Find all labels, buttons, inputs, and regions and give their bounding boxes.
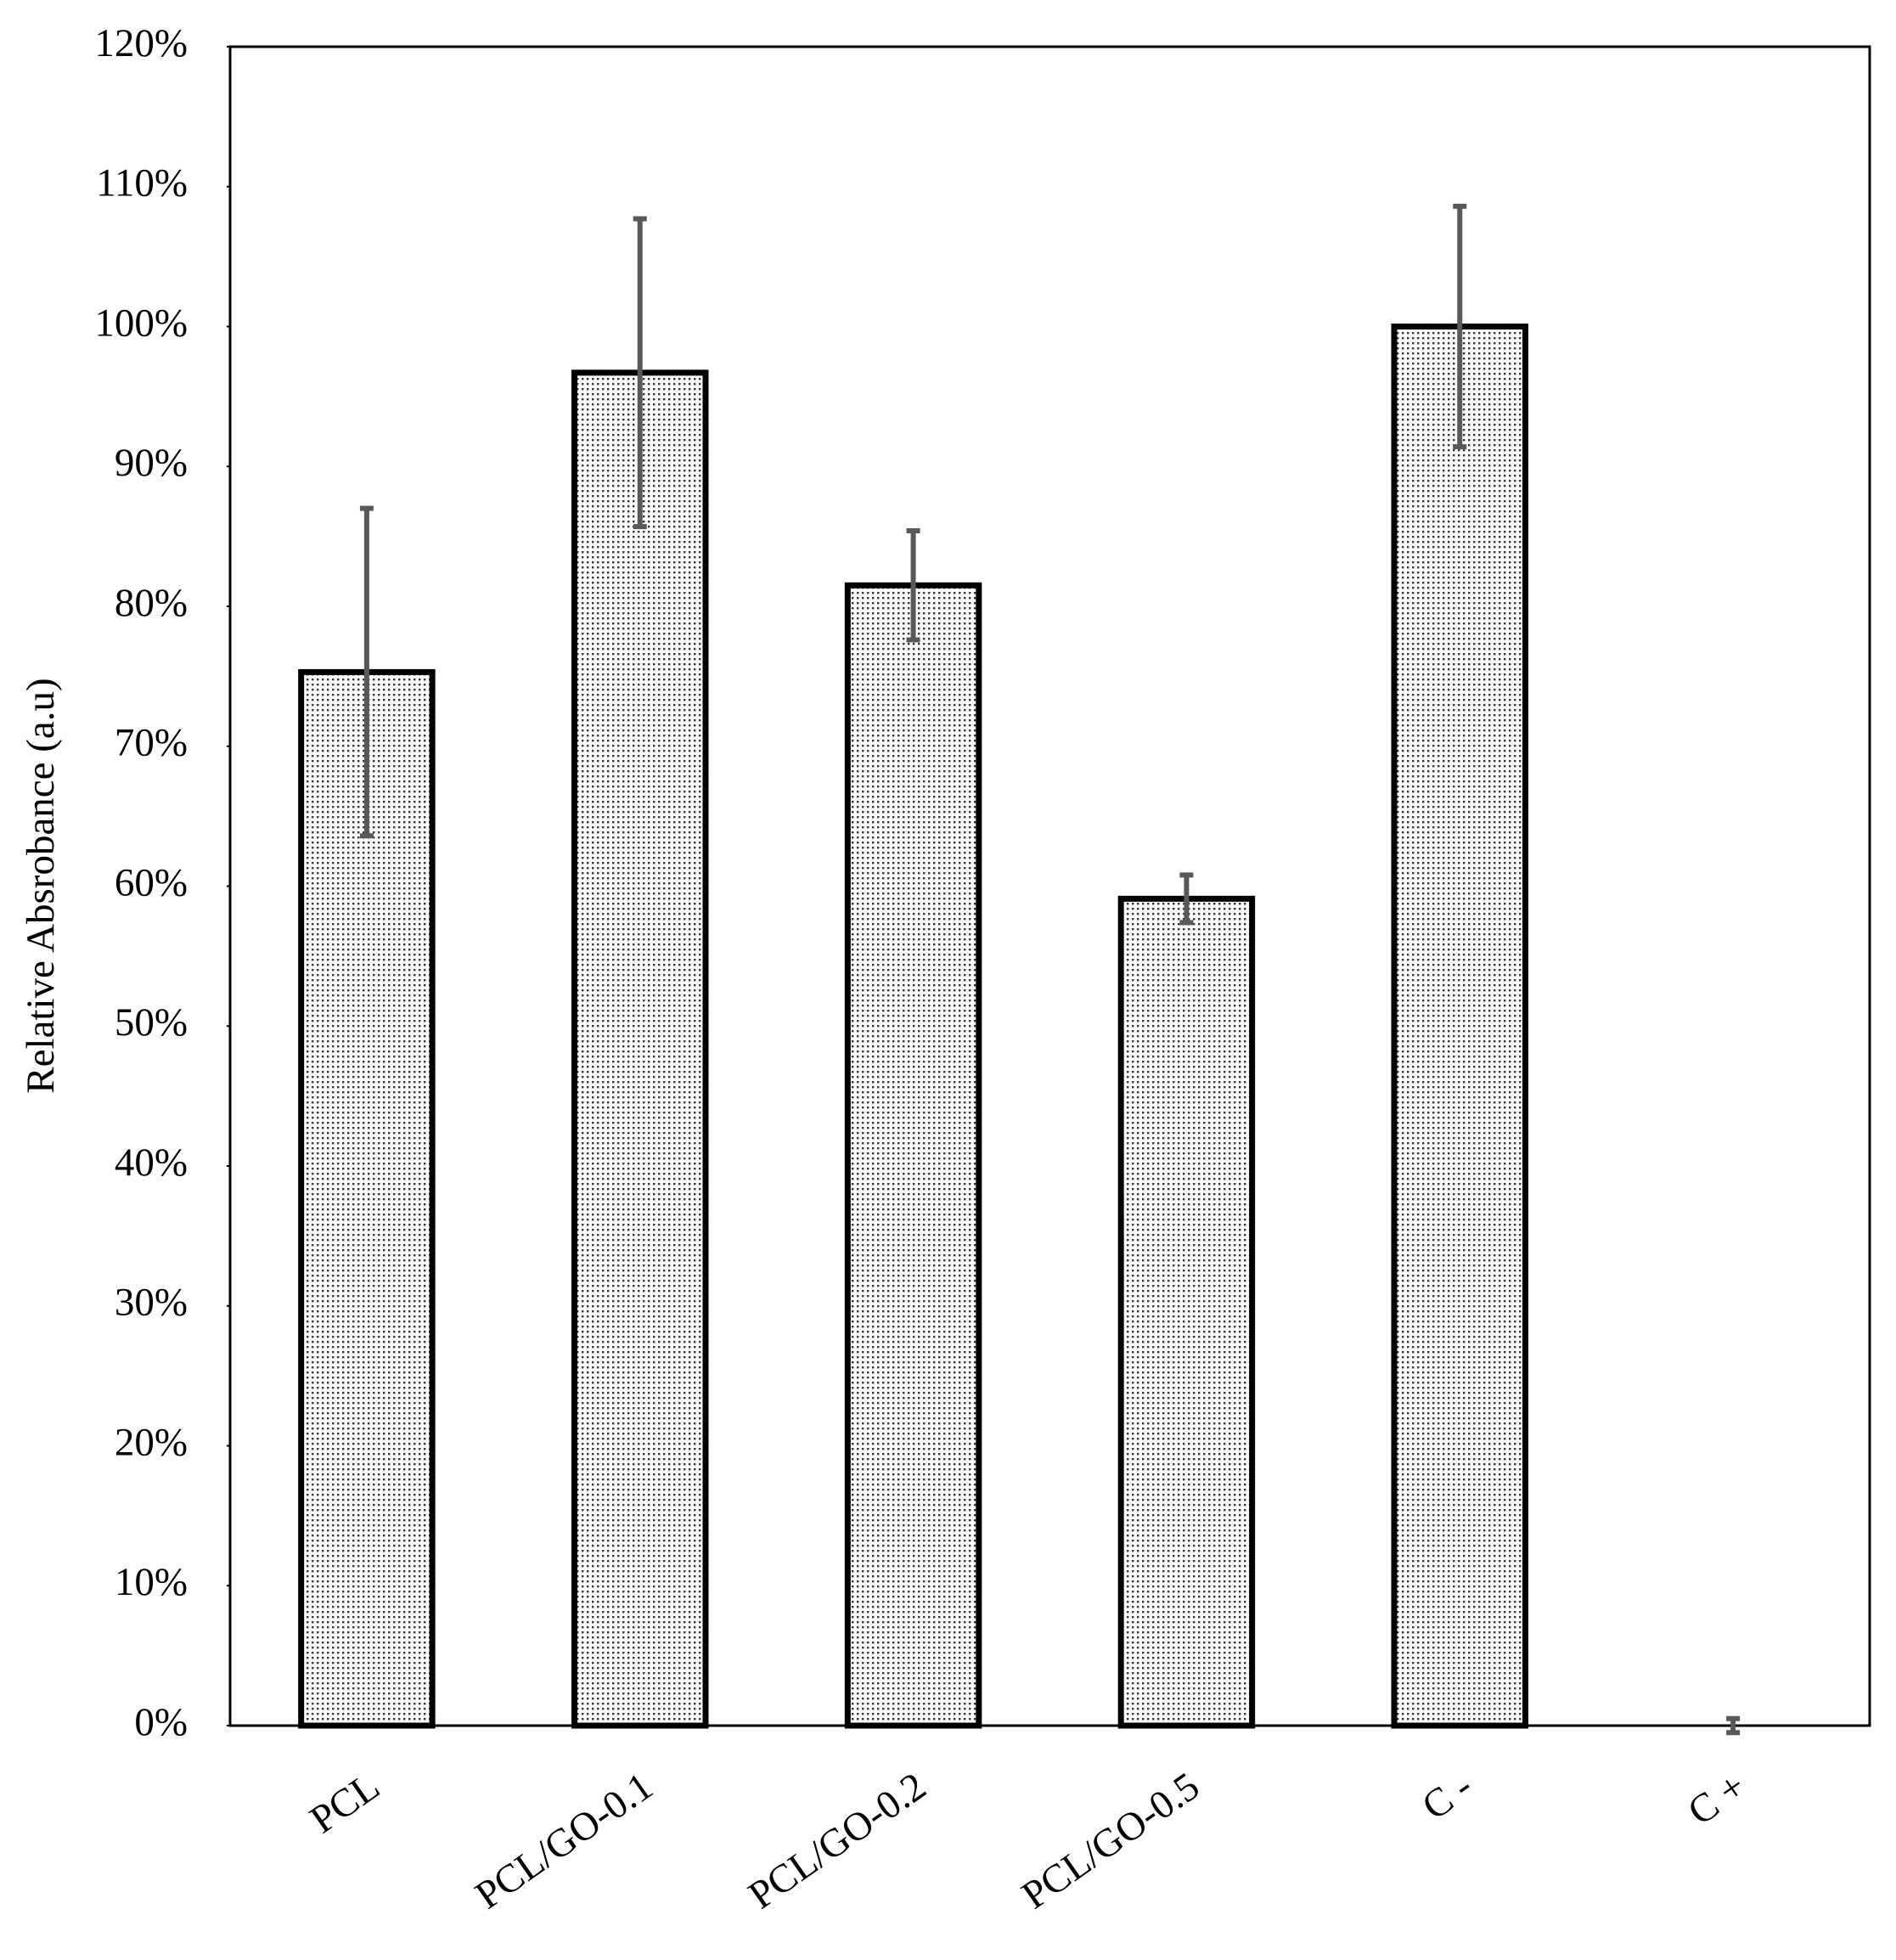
bar	[844, 582, 982, 1729]
y-tick-label: 90%	[115, 441, 188, 485]
y-tick-label: 60%	[115, 860, 188, 904]
bar	[1391, 324, 1528, 1729]
x-tick-label: C -	[1415, 1764, 1481, 1828]
bar	[298, 668, 436, 1729]
y-tick-label: 120%	[94, 21, 188, 65]
plot-frame	[228, 45, 1871, 1727]
y-tick-label: 20%	[115, 1420, 188, 1464]
y-tick-label: 70%	[115, 721, 188, 765]
error-bar	[1726, 1715, 1741, 1736]
x-tick-label: PCL/GO-0.1	[468, 1764, 661, 1918]
x-tick-label: PCL	[302, 1764, 387, 1842]
error-bar	[906, 528, 920, 643]
bar	[571, 369, 709, 1729]
x-tick-label: PCL/GO-0.5	[1014, 1764, 1207, 1918]
error-bar	[633, 216, 647, 530]
y-tick-label: 10%	[115, 1560, 188, 1604]
x-tick-label: C +	[1680, 1764, 1754, 1834]
y-tick-label: 100%	[94, 301, 188, 345]
y-tick-label: 40%	[115, 1141, 188, 1185]
bar	[1117, 895, 1256, 1729]
y-axis-label: Relative Absrobance (a.u)	[19, 678, 63, 1093]
y-tick-label: 0%	[134, 1700, 188, 1744]
y-tick-label: 50%	[115, 1000, 188, 1045]
error-bar	[359, 505, 374, 839]
y-tick-label: 110%	[96, 161, 188, 206]
error-bar	[1453, 203, 1467, 450]
error-bar	[1179, 872, 1194, 926]
y-tick-label: 30%	[115, 1281, 188, 1325]
x-tick-label: PCL/GO-0.2	[740, 1764, 934, 1918]
y-tick-label: 80%	[115, 581, 188, 625]
